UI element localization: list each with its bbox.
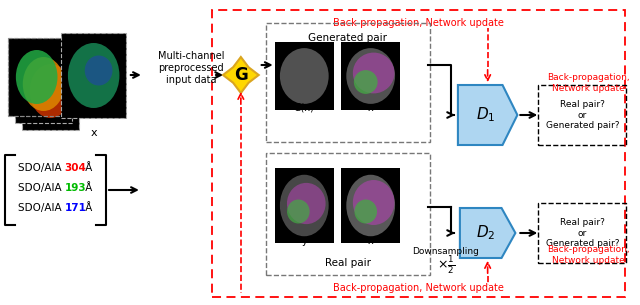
Text: Real pair?
or
Generated pair?: Real pair? or Generated pair? [545, 100, 619, 130]
Text: $\times\frac{1}{2}$: $\times\frac{1}{2}$ [437, 254, 455, 276]
Polygon shape [223, 57, 259, 93]
Text: Å: Å [83, 203, 93, 213]
FancyBboxPatch shape [275, 42, 334, 110]
Ellipse shape [346, 48, 395, 104]
Text: G: G [234, 66, 248, 84]
Text: Back-propagation,
Network update: Back-propagation, Network update [547, 73, 630, 93]
Text: Real pair?
or
Generated pair?: Real pair? or Generated pair? [545, 218, 619, 248]
FancyBboxPatch shape [61, 33, 126, 118]
Ellipse shape [29, 64, 72, 118]
Text: Back-propagation,
Network update: Back-propagation, Network update [547, 245, 630, 265]
Text: x: x [90, 128, 97, 138]
Text: Å: Å [83, 183, 93, 193]
Ellipse shape [353, 52, 394, 93]
Text: 193: 193 [65, 183, 86, 193]
Ellipse shape [287, 183, 326, 224]
Text: Multi-channel
preprocessed
input data: Multi-channel preprocessed input data [158, 52, 225, 84]
Text: $D_1$: $D_1$ [476, 106, 495, 124]
Polygon shape [460, 208, 515, 258]
FancyBboxPatch shape [8, 38, 65, 116]
Text: Back-propagation, Network update: Back-propagation, Network update [333, 18, 504, 28]
Text: $D_2$: $D_2$ [476, 224, 495, 242]
Ellipse shape [354, 70, 378, 94]
Text: Downsampling: Downsampling [413, 247, 479, 257]
Text: x: x [368, 103, 374, 113]
Ellipse shape [355, 199, 377, 224]
Ellipse shape [68, 43, 120, 108]
Text: SDO/AIA: SDO/AIA [18, 203, 65, 213]
Text: SDO/AIA: SDO/AIA [18, 163, 65, 173]
Ellipse shape [353, 180, 394, 225]
Ellipse shape [280, 48, 329, 104]
Text: x: x [368, 236, 374, 246]
Text: Real pair: Real pair [325, 258, 371, 268]
Ellipse shape [280, 175, 329, 236]
FancyBboxPatch shape [275, 168, 334, 243]
Ellipse shape [16, 50, 58, 104]
Text: Å: Å [83, 163, 93, 173]
FancyBboxPatch shape [15, 45, 72, 123]
FancyBboxPatch shape [341, 168, 401, 243]
Ellipse shape [287, 199, 310, 224]
FancyBboxPatch shape [341, 42, 401, 110]
Text: SDO/AIA: SDO/AIA [18, 183, 65, 193]
Ellipse shape [23, 57, 65, 111]
Polygon shape [458, 85, 517, 145]
Ellipse shape [346, 175, 395, 236]
FancyBboxPatch shape [22, 52, 79, 130]
Text: Back-propagation, Network update: Back-propagation, Network update [333, 283, 504, 293]
Text: G(x): G(x) [294, 103, 315, 113]
Text: 304: 304 [65, 163, 86, 173]
Text: Generated pair: Generated pair [308, 33, 387, 43]
Text: y: y [301, 236, 307, 246]
Ellipse shape [84, 56, 113, 85]
Text: 171: 171 [65, 203, 86, 213]
